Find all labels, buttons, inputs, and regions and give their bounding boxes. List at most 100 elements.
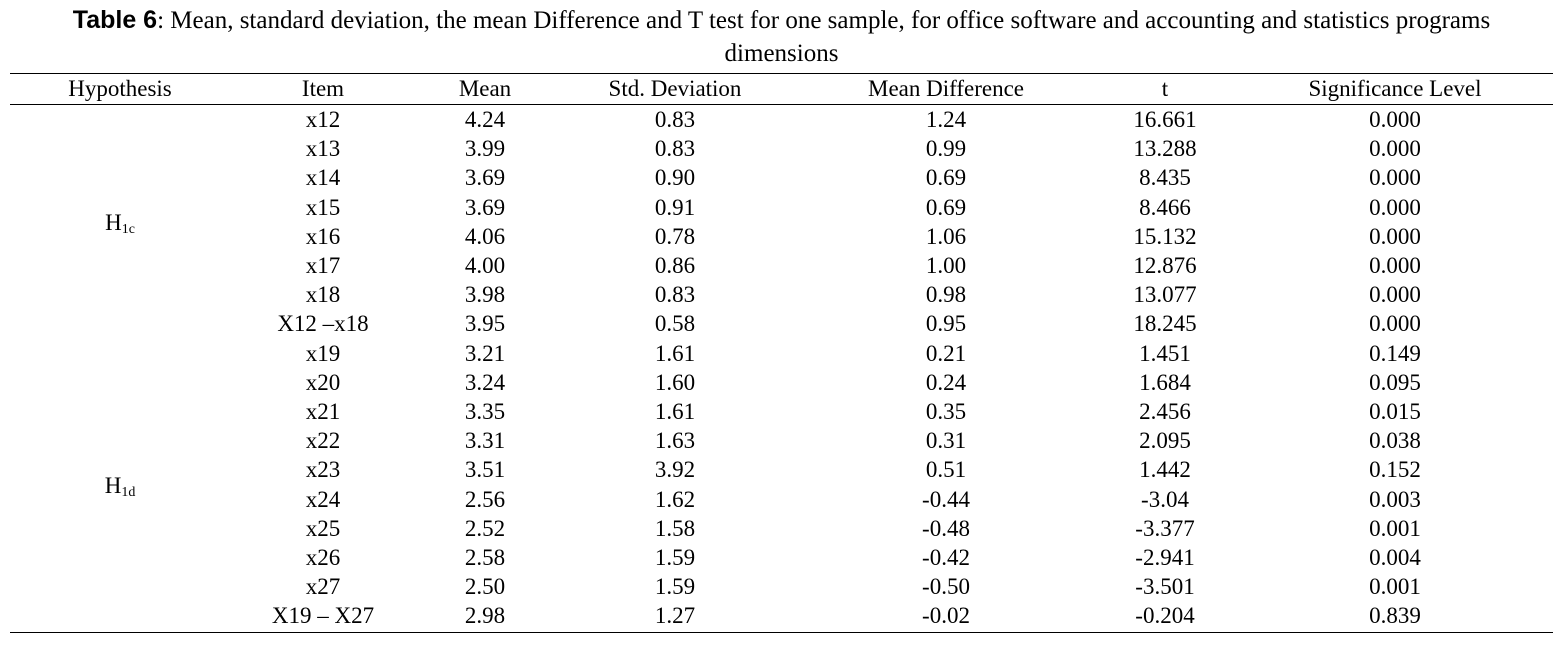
hypothesis-subscript: 1d [121, 485, 136, 500]
hypothesis-subscript: 1c [121, 222, 135, 238]
table-cell: 3.99 [464, 136, 506, 162]
table-cell: -0.44 [922, 486, 970, 512]
table-cell: 0.003 [1369, 486, 1421, 512]
table-cell: 3.95 [464, 311, 506, 337]
table-cell: x16 [305, 223, 341, 249]
table-cell: 1.684 [1139, 369, 1191, 395]
header-rule [10, 104, 1553, 105]
table-cell: 0.69 [925, 194, 967, 220]
table-cell: 3.24 [464, 369, 506, 395]
table-cell: -0.50 [922, 574, 970, 600]
table-cell: 0.095 [1369, 369, 1421, 395]
table-cell: 4.24 [464, 107, 506, 132]
table-cell: -0.02 [922, 603, 970, 629]
table-cell: 3.92 [654, 457, 696, 483]
column-header: Mean Difference [867, 76, 1025, 101]
table-cell: x19 [305, 340, 341, 366]
table-cell: 2.456 [1139, 399, 1191, 424]
table-cell: 4.00 [464, 253, 506, 278]
table-cell: 0.004 [1369, 545, 1421, 570]
table-cell: 0.000 [1369, 223, 1421, 249]
table-cell: 2.58 [464, 545, 506, 570]
table-cell: 0.24 [925, 369, 967, 395]
table-cell: 0.58 [654, 311, 696, 337]
table-cell: 0.99 [925, 136, 967, 162]
table-cell: 0.98 [925, 282, 967, 308]
table-cell: 1.442 [1139, 457, 1191, 483]
table-cell: 1.58 [654, 515, 696, 541]
table-cell: 0.000 [1369, 194, 1421, 220]
table-cell: 0.000 [1369, 107, 1421, 132]
table-cell: 15.132 [1133, 223, 1197, 249]
table-cell: 1.06 [925, 223, 967, 249]
column-header: Item [301, 76, 345, 101]
table-cell: x17 [305, 253, 341, 278]
hypothesis-label: H1d [105, 473, 136, 501]
table-cell: -3.04 [1141, 486, 1189, 512]
table-cell: x26 [305, 545, 341, 570]
table-cell: 0.000 [1369, 136, 1421, 162]
hypothesis-base: H [104, 473, 122, 498]
table-cell: 0.152 [1369, 457, 1421, 483]
table-cell: 2.50 [464, 574, 506, 600]
table-caption: Table 6: Mean, standard deviation, the m… [40, 4, 1523, 70]
table-cell: 12.876 [1133, 253, 1197, 278]
bottom-rule [10, 632, 1553, 633]
table-cell: x14 [305, 165, 341, 191]
table-cell: 2.095 [1139, 428, 1191, 454]
table-cell: 16.661 [1133, 107, 1197, 132]
table-cell: 0.83 [654, 136, 696, 162]
hypothesis-label: H1c [105, 210, 135, 238]
table-cell: 1.61 [654, 340, 696, 366]
table-cell: 8.435 [1139, 165, 1191, 191]
table-cell: 3.69 [464, 194, 506, 220]
table-cell: 0.001 [1369, 515, 1421, 541]
table-cell: 2.52 [464, 515, 506, 541]
column-header: Hypothesis [68, 76, 172, 101]
table-cell: 0.91 [654, 194, 696, 220]
table-cell: 0.001 [1369, 574, 1421, 600]
table-cell: x22 [305, 428, 341, 454]
table-cell: 0.21 [925, 340, 967, 366]
table-cell: 0.000 [1369, 165, 1421, 191]
table-cell: 2.56 [464, 486, 506, 512]
table-cell: 0.000 [1369, 311, 1421, 337]
table-cell: 3.98 [464, 282, 506, 308]
table-cell: 3.31 [464, 428, 506, 454]
table-cell: x21 [305, 399, 341, 424]
column-header: Std. Deviation [608, 76, 742, 101]
table-cell: 0.83 [654, 107, 696, 132]
table-cell: x15 [305, 194, 341, 220]
table-cell: 0.51 [925, 457, 967, 483]
table-cell: 1.27 [654, 603, 696, 629]
table-cell: 1.61 [654, 399, 696, 424]
table-cell: 0.86 [654, 253, 696, 278]
table-cell: 1.59 [654, 545, 696, 570]
table-cell: 8.466 [1139, 194, 1191, 220]
table-cell: 0.95 [925, 311, 967, 337]
table-cell: 0.149 [1369, 340, 1421, 366]
caption-label: Table 6 [72, 6, 158, 34]
table-cell: -3.377 [1135, 515, 1195, 541]
table-cell: 3.69 [464, 165, 506, 191]
table-cell: 0.35 [925, 399, 967, 424]
table-cell: 1.60 [654, 369, 696, 395]
table-cell: 0.69 [925, 165, 967, 191]
table-cell: 0.78 [654, 223, 696, 249]
column-header: Significance Level [1308, 76, 1482, 101]
table-cell: 0.015 [1369, 399, 1421, 424]
table-cell: X12 –x18 [277, 311, 369, 337]
hypothesis-base: H [105, 210, 122, 236]
table-cell: -0.42 [922, 545, 970, 570]
table-cell: 1.24 [925, 107, 967, 132]
table-cell: 0.000 [1369, 253, 1421, 278]
table-cell: x25 [305, 515, 341, 541]
table-cell: 3.21 [464, 340, 506, 366]
table-cell: x18 [305, 282, 341, 308]
table-cell: 0.839 [1369, 603, 1421, 629]
table-cell: x13 [305, 136, 341, 162]
top-rule [10, 73, 1553, 74]
table-cell: 18.245 [1133, 311, 1197, 337]
table-cell: 1.451 [1139, 340, 1191, 366]
